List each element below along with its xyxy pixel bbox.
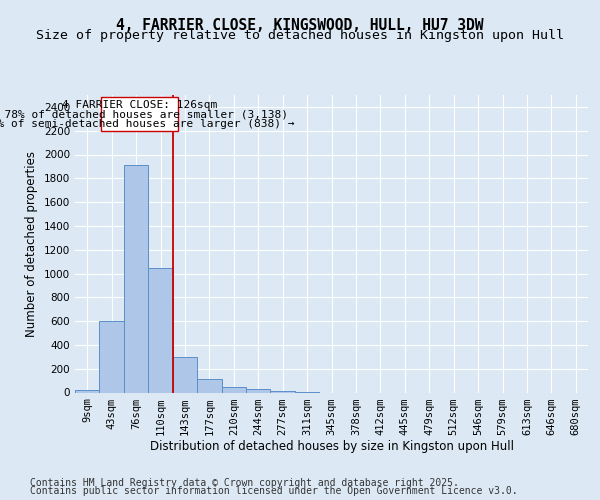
Text: Size of property relative to detached houses in Kingston upon Hull: Size of property relative to detached ho… [36,28,564,42]
X-axis label: Distribution of detached houses by size in Kingston upon Hull: Distribution of detached houses by size … [149,440,514,454]
Bar [197,379,221,392]
Bar [246,389,271,392]
Text: Contains HM Land Registry data © Crown copyright and database right 2025.: Contains HM Land Registry data © Crown c… [30,478,459,488]
Text: Contains public sector information licensed under the Open Government Licence v3: Contains public sector information licen… [30,486,518,496]
Bar [75,390,100,392]
FancyBboxPatch shape [101,98,178,132]
Text: 4 FARRIER CLOSE: 126sqm: 4 FARRIER CLOSE: 126sqm [62,100,217,110]
Bar [173,358,197,392]
Bar [124,165,148,392]
Y-axis label: Number of detached properties: Number of detached properties [25,151,38,337]
Bar [148,268,173,392]
Text: 4, FARRIER CLOSE, KINGSWOOD, HULL, HU7 3DW: 4, FARRIER CLOSE, KINGSWOOD, HULL, HU7 3… [116,18,484,32]
Bar [221,387,246,392]
Text: 21% of semi-detached houses are larger (838) →: 21% of semi-detached houses are larger (… [0,119,295,129]
Text: ← 78% of detached houses are smaller (3,138): ← 78% of detached houses are smaller (3,… [0,110,287,120]
Bar [100,320,124,392]
